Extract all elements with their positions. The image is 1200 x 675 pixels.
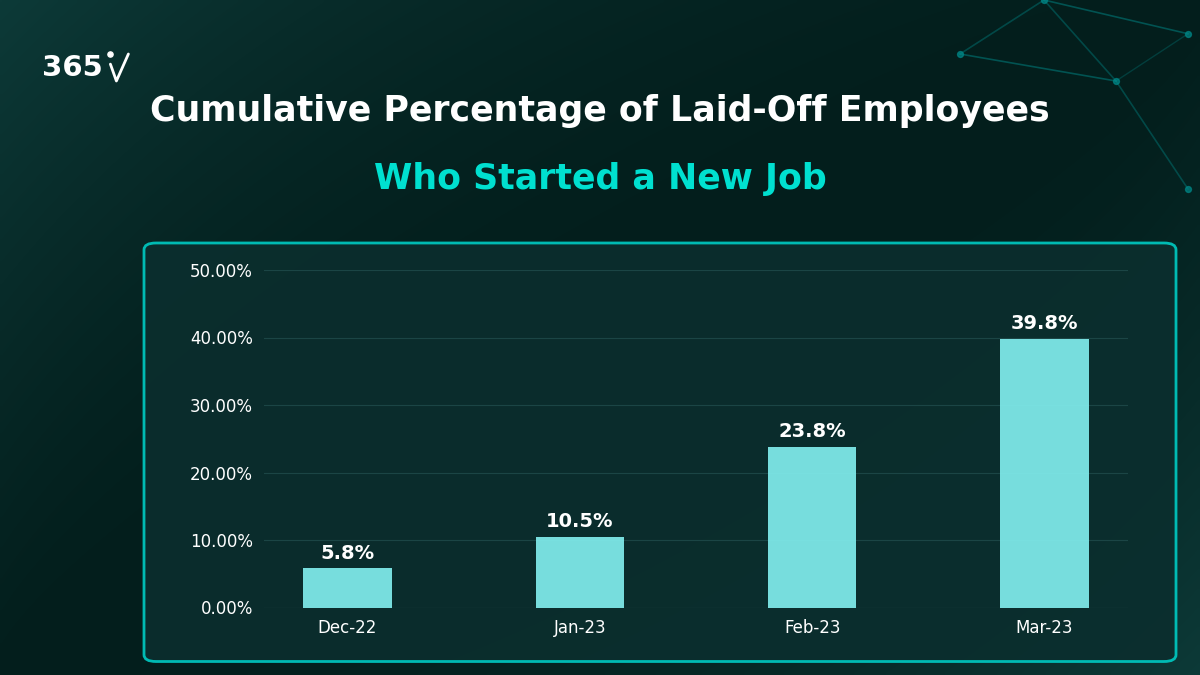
Text: 10.5%: 10.5%: [546, 512, 613, 531]
Point: [1178, 184, 1198, 194]
Text: 5.8%: 5.8%: [320, 544, 374, 563]
Text: 39.8%: 39.8%: [1010, 315, 1079, 333]
Bar: [768, 447, 857, 608]
Text: Who Started a New Job: Who Started a New Job: [373, 162, 827, 196]
Point: [1034, 0, 1054, 5]
Point: [1106, 76, 1126, 86]
Bar: [1001, 339, 1088, 608]
Bar: [535, 537, 624, 608]
Text: 23.8%: 23.8%: [779, 423, 846, 441]
Point: [950, 49, 970, 59]
Point: [1178, 28, 1198, 39]
Bar: [304, 568, 391, 608]
Point: [101, 49, 120, 59]
Text: Cumulative Percentage of Laid-Off Employees: Cumulative Percentage of Laid-Off Employ…: [150, 95, 1050, 128]
Text: 365: 365: [42, 53, 103, 82]
